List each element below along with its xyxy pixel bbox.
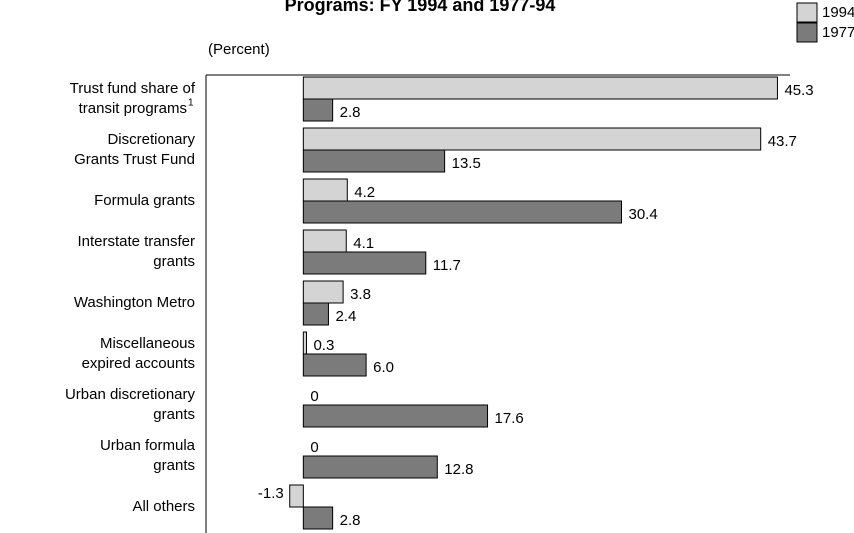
category-label: grants [153, 406, 195, 423]
legend-swatch [796, 2, 818, 23]
bar [302, 251, 427, 275]
value-label: 6.0 [373, 359, 394, 376]
category-label: All others [132, 498, 195, 515]
value-label: 13.5 [452, 155, 481, 172]
value-label: 0 [310, 439, 318, 456]
value-label: 43.7 [768, 133, 797, 150]
category-label: Trust fund share of [70, 80, 196, 97]
category-label: Discretionary [107, 131, 195, 148]
category-label: transit programs [79, 100, 187, 117]
legend-label: 1994 [822, 4, 854, 21]
bar [302, 506, 334, 530]
unit-label: (Percent) [208, 41, 270, 58]
value-label: 0 [310, 388, 318, 405]
category-label: Urban discretionary [65, 386, 196, 403]
value-label: 45.3 [784, 82, 813, 99]
value-label: 0.3 [313, 337, 334, 354]
category-label: expired accounts [82, 355, 195, 372]
value-label: -1.3 [258, 485, 284, 502]
value-label: 4.1 [353, 235, 374, 252]
value-label: 30.4 [628, 206, 657, 223]
category-label: grants [153, 253, 195, 270]
bar [302, 331, 307, 355]
legend-swatch [796, 22, 818, 43]
value-label: 4.2 [354, 184, 375, 201]
footnote-mark: 1 [188, 98, 194, 109]
category-label: grants [153, 457, 195, 474]
category-label: Interstate transfer [77, 233, 195, 250]
value-label: 12.8 [444, 461, 473, 478]
category-label: Formula grants [94, 192, 195, 209]
legend-label: 1977-94 [822, 24, 854, 41]
bar [302, 280, 344, 304]
bar [302, 455, 438, 479]
value-label: 3.8 [350, 286, 371, 303]
bar [302, 127, 762, 151]
chart-title: Programs: FY 1994 and 1977-94 [285, 0, 556, 15]
value-label: 2.4 [335, 308, 356, 325]
category-label: Urban formula [100, 437, 196, 454]
category-label: Washington Metro [74, 294, 195, 311]
bar [302, 353, 367, 377]
bar [302, 229, 347, 253]
bar [289, 484, 304, 508]
value-label: 17.6 [495, 410, 524, 427]
bar [302, 76, 778, 100]
bar [302, 178, 348, 202]
value-label: 11.7 [433, 257, 461, 274]
category-label: Miscellaneous [100, 335, 195, 352]
bar [302, 149, 446, 173]
value-label: 2.8 [340, 104, 361, 121]
bar [302, 200, 622, 224]
category-label: Grants Trust Fund [74, 151, 195, 168]
bar [302, 302, 329, 326]
bar [302, 98, 334, 122]
value-label: 2.8 [340, 512, 361, 529]
bar [302, 404, 489, 428]
